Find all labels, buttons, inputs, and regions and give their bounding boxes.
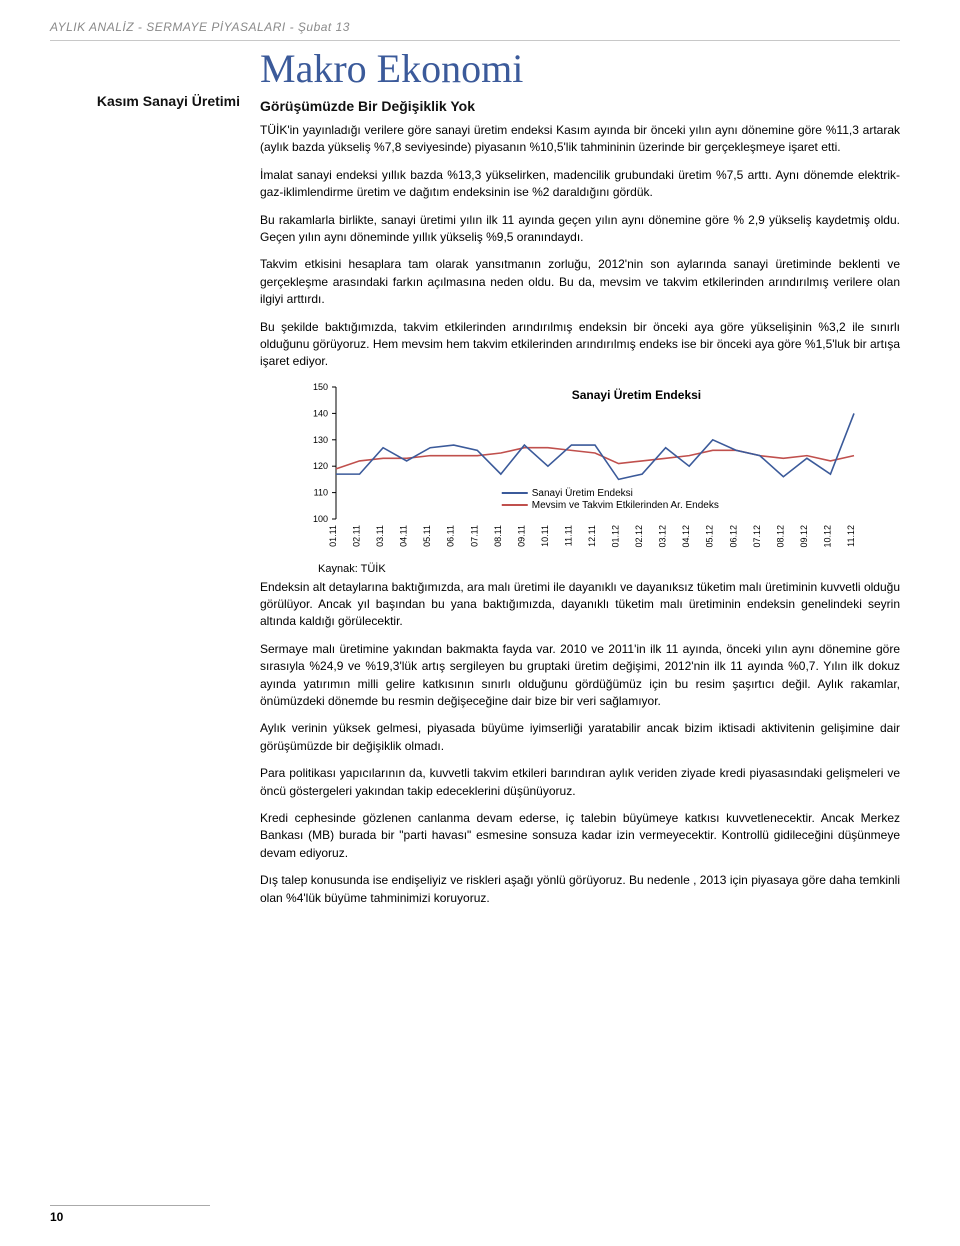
svg-text:06.12: 06.12 <box>728 525 738 548</box>
svg-text:130: 130 <box>313 434 328 444</box>
body-paragraph: Para politikası yapıcılarının da, kuvvet… <box>260 765 900 800</box>
chart-container: 100 110 120 130 140 150 Sanayi Üretim Endeksi S… <box>260 381 900 575</box>
svg-text:03.11: 03.11 <box>375 525 385 547</box>
body-paragraph: Endeksin alt detaylarına baktığımızda, a… <box>260 579 900 631</box>
body-paragraph: Sermaye malı üretimine yakından bakmakta… <box>260 641 900 711</box>
svg-text:02.11: 02.11 <box>352 525 362 547</box>
header-part-3: Şubat 13 <box>298 20 350 34</box>
svg-text:02.12: 02.12 <box>634 525 644 548</box>
svg-text:11.12: 11.12 <box>846 525 856 547</box>
svg-text:04.11: 04.11 <box>399 525 409 547</box>
svg-text:04.12: 04.12 <box>681 525 691 548</box>
svg-text:01.11: 01.11 <box>328 525 338 547</box>
header-breadcrumb: AYLIK ANALİZ - SERMAYE PİYASALARI - Şuba… <box>50 20 900 34</box>
svg-text:08.11: 08.11 <box>493 525 503 547</box>
line-chart: 100 110 120 130 140 150 Sanayi Üretim Endeksi S… <box>300 381 860 561</box>
svg-text:09.11: 09.11 <box>516 525 526 547</box>
page-number: 10 <box>50 1210 63 1224</box>
svg-text:140: 140 <box>313 408 328 418</box>
body-paragraph: Kredi cephesinde gözlenen canlanma devam… <box>260 810 900 862</box>
sidebar-section-title: Kasım Sanayi Üretimi <box>50 93 250 109</box>
page-subtitle: Görüşümüzde Bir Değişiklik Yok <box>260 98 900 114</box>
svg-text:11.11: 11.11 <box>563 525 573 546</box>
body-paragraph: Dış talep konusunda ise endişeliyiz ve r… <box>260 872 900 907</box>
body-paragraph: Takvim etkisini hesaplara tam olarak yan… <box>260 256 900 308</box>
svg-text:08.12: 08.12 <box>775 525 785 548</box>
body-paragraph: TÜİK'in yayınladığı verilere göre sanayi… <box>260 122 900 157</box>
svg-text:150: 150 <box>313 382 328 392</box>
svg-text:07.12: 07.12 <box>752 525 762 548</box>
svg-text:Sanayi Üretim Endeksi: Sanayi Üretim Endeksi <box>532 487 633 499</box>
svg-text:05.11: 05.11 <box>422 525 432 547</box>
svg-text:09.12: 09.12 <box>799 525 809 548</box>
page-title: Makro Ekonomi <box>260 45 900 92</box>
svg-text:110: 110 <box>314 487 328 497</box>
header-part-1: AYLIK ANALİZ <box>50 20 134 34</box>
svg-text:03.12: 03.12 <box>658 525 668 548</box>
svg-text:Sanayi Üretim Endeksi: Sanayi Üretim Endeksi <box>572 387 701 402</box>
svg-text:100: 100 <box>313 514 328 524</box>
header-divider <box>50 40 900 41</box>
svg-text:05.12: 05.12 <box>705 525 715 548</box>
body-paragraph: Aylık verinin yüksek gelmesi, piyasada b… <box>260 720 900 755</box>
svg-text:120: 120 <box>313 461 328 471</box>
body-paragraph: İmalat sanayi endeksi yıllık bazda %13,3… <box>260 167 900 202</box>
footer-divider <box>50 1205 210 1206</box>
chart-source: Kaynak: TÜİK <box>318 563 900 575</box>
body-paragraph: Bu rakamlarla birlikte, sanayi üretimi y… <box>260 212 900 247</box>
svg-text:07.11: 07.11 <box>469 525 479 547</box>
header-part-2: SERMAYE PİYASALARI <box>146 20 286 34</box>
svg-text:12.11: 12.11 <box>587 525 597 547</box>
svg-text:06.11: 06.11 <box>446 525 456 547</box>
svg-text:10.12: 10.12 <box>822 525 832 548</box>
svg-text:Mevsim ve Takvim Etkilerinden: Mevsim ve Takvim Etkilerinden Ar. Endeks <box>532 500 719 511</box>
body-paragraph: Bu şekilde baktığımızda, takvim etkileri… <box>260 319 900 371</box>
svg-text:01.12: 01.12 <box>611 525 621 548</box>
svg-text:10.11: 10.11 <box>540 525 550 547</box>
sidebar: Kasım Sanayi Üretimi <box>50 45 250 109</box>
main-content: Makro Ekonomi Görüşümüzde Bir Değişiklik… <box>250 45 900 917</box>
